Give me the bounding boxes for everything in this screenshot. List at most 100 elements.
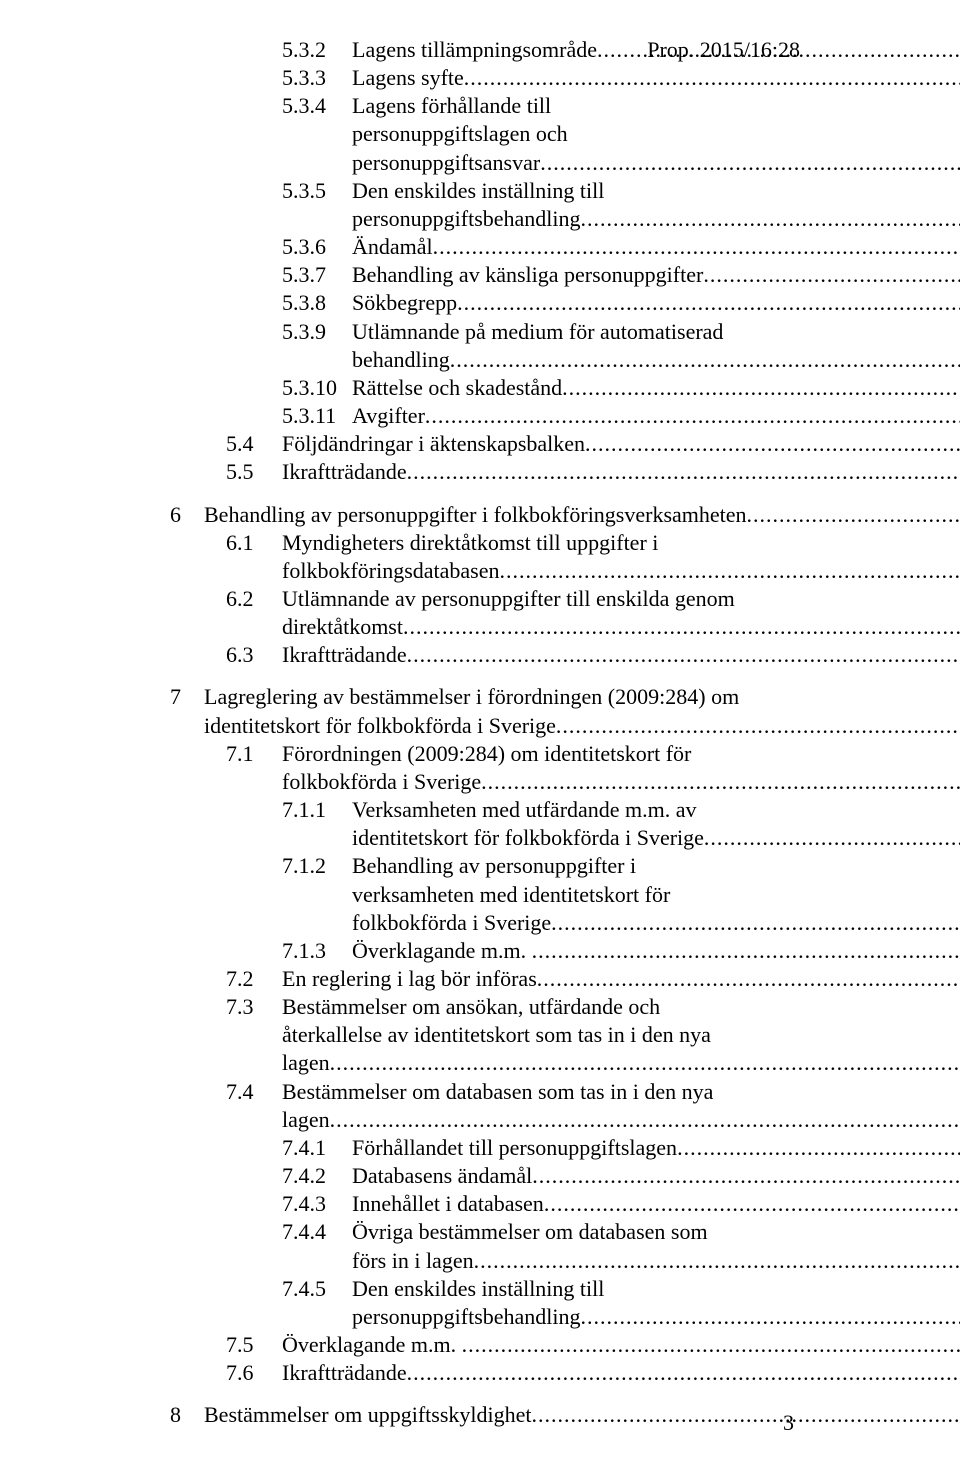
toc-leader-dots: ........................................… — [677, 1134, 960, 1162]
toc-entry-number: 5.3.4 — [282, 92, 352, 120]
toc-entry-text: Den enskildes inställning till — [352, 177, 604, 205]
toc-entry-line: Rättelse och skadestånd.................… — [352, 374, 960, 402]
toc-entry-text: folkbokförda i Sverige — [352, 909, 551, 937]
toc-entry-text: verksamheten med identitetskort för — [352, 881, 670, 909]
toc-entry-line: personuppgiftsbehandling................… — [352, 205, 960, 233]
toc-entry-line: folkbokförda i Sverige..................… — [282, 768, 960, 796]
toc-entry-text: Förordningen (2009:284) om identitetskor… — [282, 740, 691, 768]
toc-entry: 7.4.5Den enskildes inställning tillperso… — [170, 1275, 912, 1331]
toc-leader-dots: ........................................… — [532, 937, 960, 965]
toc-entry-text: Behandling av personuppgifter i — [352, 852, 636, 880]
toc-entry-title: Följdändringar i äktenskapsbalken.......… — [282, 430, 960, 458]
toc-entry: 6.3Ikraftträdande.......................… — [170, 641, 856, 669]
toc-entry-line: folkbokförda i Sverige..................… — [352, 909, 960, 937]
toc-entry-number: 8 — [170, 1401, 204, 1429]
toc-entry: 5.3.4Lagens förhållande tillpersonuppgif… — [170, 92, 912, 176]
toc-entry-text: Överklagande m.m. — [282, 1331, 462, 1359]
toc-entry-line: Bestämmelser om ansökan, utfärdande och — [282, 993, 960, 1021]
toc-entry-text: lagen — [282, 1106, 330, 1134]
toc-entry-line: Sökbegrepp..............................… — [352, 289, 960, 317]
toc-entry-title: Ikraftträdande..........................… — [282, 641, 960, 669]
toc-entry: 5.3.6Ändamål............................… — [170, 233, 912, 261]
toc-entry: 6.1Myndigheters direktåtkomst till uppgi… — [170, 529, 856, 585]
toc-entry-title: Databasens ändamål......................… — [352, 1162, 960, 1190]
toc-entry-title: Övriga bestämmelser om databasen somförs… — [352, 1218, 960, 1274]
toc-entry-title: Behandling av personuppgifter i folkbokf… — [204, 501, 960, 529]
toc-entry: 7.4.1Förhållandet till personuppgiftslag… — [170, 1134, 912, 1162]
toc-entry-line: lagen...................................… — [282, 1106, 960, 1134]
toc-entry-text: Lagens förhållande till — [352, 92, 551, 120]
toc-entry: 7.1Förordningen (2009:284) om identitets… — [170, 740, 856, 796]
toc-entry-line: identitetskort för folkbokförda i Sverig… — [352, 824, 960, 852]
toc-entry-line: personuppgiftsansvar....................… — [352, 149, 960, 177]
toc-entry-number: 5.3.7 — [282, 261, 352, 289]
toc-entry-text: Innehållet i databasen — [352, 1190, 544, 1218]
toc-entry-number: 5.3.6 — [282, 233, 352, 261]
toc-entry-text: Bestämmelser om ansökan, utfärdande och — [282, 993, 660, 1021]
toc-entry: 7.4.3Innehållet i databasen.............… — [170, 1190, 912, 1218]
toc-entry: 5.3.10Rättelse och skadestånd...........… — [170, 374, 912, 402]
toc-entry-number: 5.4 — [226, 430, 282, 458]
toc-entry-title: Sökbegrepp..............................… — [352, 289, 960, 317]
toc-entry: 7.3Bestämmelser om ansökan, utfärdande o… — [170, 993, 856, 1077]
toc-entry: 5.3.2Lagens tillämpningsområde..........… — [170, 36, 912, 64]
toc-entry-title: Överklagande m.m. ......................… — [352, 937, 960, 965]
toc-entry-text: En reglering i lag bör införas — [282, 965, 537, 993]
toc-entry-text: Myndigheters direktåtkomst till uppgifte… — [282, 529, 658, 557]
toc-entry-line: Innehållet i databasen..................… — [352, 1190, 960, 1218]
toc-entry-number: 7.1.2 — [282, 852, 352, 880]
toc-entry-title: Verksamheten med utfärdande m.m. avident… — [352, 796, 960, 852]
toc-entry-line: En reglering i lag bör införas..........… — [282, 965, 960, 993]
toc-leader-dots: ........................................… — [540, 149, 960, 177]
toc-entry-text: Bestämmelser om uppgiftsskyldighet — [204, 1401, 532, 1429]
section-gap — [170, 1387, 800, 1401]
toc-entry-number: 5.3.10 — [282, 374, 352, 402]
toc-leader-dots: ........................................… — [551, 909, 960, 937]
toc-entry-title: Bestämmelser om ansökan, utfärdande ochå… — [282, 993, 960, 1077]
toc-leader-dots: ........................................… — [462, 1331, 960, 1359]
toc-entry-number: 6.1 — [226, 529, 282, 557]
toc-entry-number: 7.4.1 — [282, 1134, 352, 1162]
toc-entry-title: Ikraftträdande..........................… — [282, 1359, 960, 1387]
toc-entry-text: Rättelse och skadestånd — [352, 374, 562, 402]
header-prop: Prop. 2015/16:28 — [647, 36, 800, 64]
page: Prop. 2015/16:28 5.3.2Lagens tillämpning… — [0, 0, 960, 1479]
toc-entry-title: Den enskildes inställning tillpersonuppg… — [352, 1275, 960, 1331]
toc-entry-number: 5.3.5 — [282, 177, 352, 205]
toc-entry: 5.3.9Utlämnande på medium för automatise… — [170, 318, 912, 374]
toc-entry-text: Sökbegrepp — [352, 289, 457, 317]
toc-entry-number: 6.3 — [226, 641, 282, 669]
toc-entry-number: 7.4.3 — [282, 1190, 352, 1218]
toc-entry: 5.3.7Behandling av känsliga personuppgif… — [170, 261, 912, 289]
toc-entry-line: identitetskort för folkbokförda i Sverig… — [204, 712, 960, 740]
toc-entry-line: verksamheten med identitetskort för — [352, 881, 960, 909]
toc-entry-line: Ändamål.................................… — [352, 233, 960, 261]
toc-leader-dots: ........................................… — [556, 712, 960, 740]
toc-leader-dots: ........................................… — [537, 965, 960, 993]
toc-entry-title: Behandling av personuppgifter iverksamhe… — [352, 852, 960, 936]
toc-entry-line: lagen...................................… — [282, 1049, 960, 1077]
toc-leader-dots: ........................................… — [457, 289, 960, 317]
toc-entry: 7.1.2Behandling av personuppgifter iverk… — [170, 852, 912, 936]
toc-entry-title: Innehållet i databasen..................… — [352, 1190, 960, 1218]
toc-entry-number: 7.4.4 — [282, 1218, 352, 1246]
page-number: 3 — [783, 1409, 794, 1437]
toc-entry-text: Utlämnande på medium för automatiserad — [352, 318, 723, 346]
toc-leader-dots: ........................................… — [330, 1106, 960, 1134]
toc-entry-text: Behandling av personuppgifter i folkbokf… — [204, 501, 747, 529]
toc-entry-text: återkallelse av identitetskort som tas i… — [282, 1021, 711, 1049]
toc-leader-dots: ........................................… — [450, 346, 960, 374]
toc-entry-text: Övriga bestämmelser om databasen som — [352, 1218, 708, 1246]
toc-entry-text: lagen — [282, 1049, 330, 1077]
toc-entry-line: Bestämmelser om uppgiftsskyldighet......… — [204, 1401, 960, 1429]
toc-leader-dots: ........................................… — [581, 205, 960, 233]
toc-entry-text: Lagens syfte — [352, 64, 464, 92]
toc-entry-line: direktåtkomst...........................… — [282, 613, 960, 641]
toc-entry-line: Lagens förhållande till — [352, 92, 960, 120]
toc-entry-line: Lagreglering av bestämmelser i förordnin… — [204, 683, 960, 711]
toc-entry-text: Behandling av känsliga personuppgifter — [352, 261, 703, 289]
toc-entry-number: 7.1.3 — [282, 937, 352, 965]
toc-entry: 5.3.3Lagens syfte.......................… — [170, 64, 912, 92]
toc-entry-text: Avgifter — [352, 402, 425, 430]
toc-entry: 7.4Bestämmelser om databasen som tas in … — [170, 1078, 856, 1134]
